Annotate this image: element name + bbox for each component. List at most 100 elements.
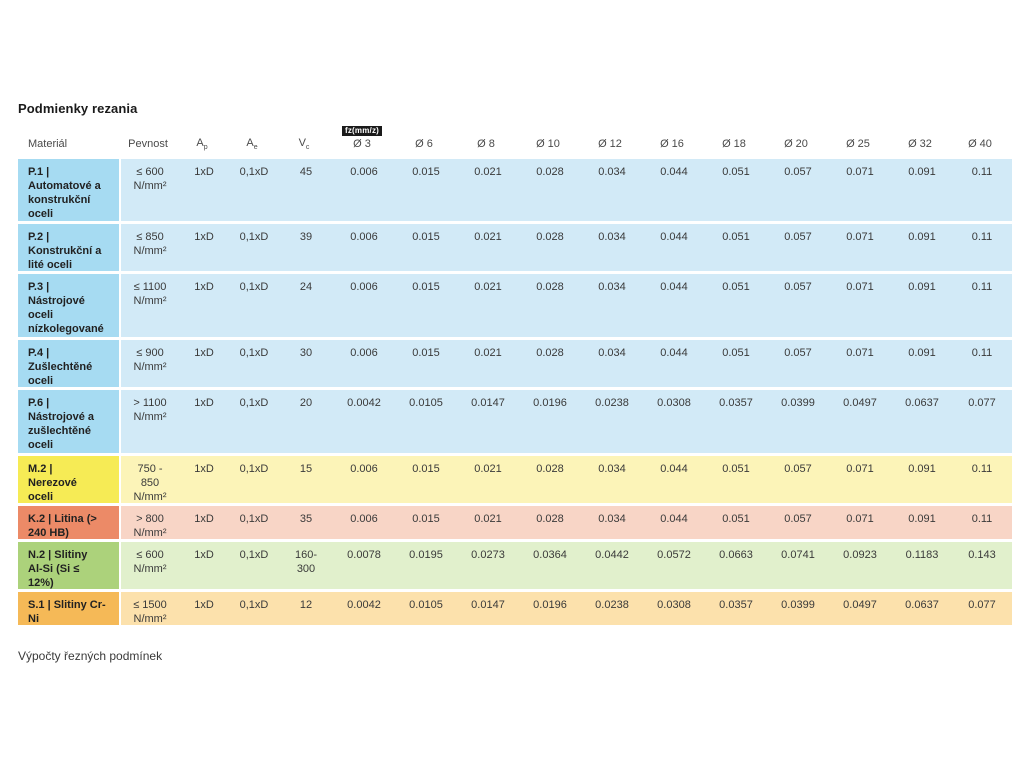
column-header-label: Ap [196,136,208,151]
column-header-label: Ø 20 [784,138,808,150]
feed-value-cell: 0.11 [971,463,993,475]
feed-value-cell: 0.077 [968,599,996,611]
feed-value-cell: 0.051 [722,463,750,475]
material-cell: S.1 | Slitiny Cr- Ni [18,592,119,625]
ap-cell: 1xD [194,166,214,178]
pevnost-cell: ≤ 850 N/mm² [133,231,167,257]
feed-value-cell: 0.044 [660,281,688,293]
feed-value-cell: 0.0273 [471,549,505,561]
feed-value-cell: 0.11 [971,513,993,525]
feed-value-cell: 0.0399 [781,599,815,611]
feed-value-cell: 0.044 [660,347,688,359]
ae-cell: 0,1xD [239,599,269,611]
feed-value-cell: 0.051 [722,281,750,293]
feed-value-cell: 0.057 [784,166,812,178]
feed-value-cell: 0.091 [908,231,936,243]
feed-value-cell: 0.11 [971,166,993,178]
material-cell: P.2 | Konstrukční a lité oceli [18,224,119,271]
column-header: Ø 12 [579,138,641,159]
feed-value-cell: 0.015 [412,281,440,293]
feed-value-cell: 0.021 [474,281,502,293]
column-header-label: Materiál [28,138,68,150]
ae-cell: 0,1xD [239,166,269,178]
feed-value-cell: 0.0497 [843,397,877,409]
cutting-conditions-table: Materiál Pevnost Ap Ae Vc fz(mm/z) Ø 3 Ø 6 Ø 8 Ø … [18,126,1012,625]
vc-cell: 39 [299,231,313,243]
table-row: P.2 | Konstrukční a lité oceli ≤ 850 N/mm… [18,224,1012,271]
feed-value-cell: 0.071 [846,281,874,293]
feed-value-cell: 0.0663 [719,549,753,561]
feed-value-cell: 0.021 [474,347,502,359]
pevnost-cell: ≤ 1100 N/mm² [133,281,167,307]
feed-value-cell: 0.051 [722,231,750,243]
table-row: P.6 | Nástrojové a zušlechtěné oceli > 11… [18,390,1012,453]
feed-value-cell: 0.021 [474,166,502,178]
feed-value-cell: 0.034 [598,347,626,359]
pevnost-cell: ≤ 600 N/mm² [133,166,167,192]
pevnost-cell: ≤ 1500 N/mm² [133,599,167,625]
feed-value-cell: 0.1183 [905,549,939,561]
vc-cell: 35 [299,513,313,525]
feed-value-cell: 0.091 [908,513,936,525]
vc-cell: 45 [299,166,313,178]
feed-value-cell: 0.071 [846,513,874,525]
column-header-label: Ø 40 [968,138,992,150]
ap-cell: 1xD [194,463,214,475]
feed-value-cell: 0.0042 [347,397,381,409]
table-row: P.4 | Zušlechtěné oceli ≤ 900 N/mm² 1xD 0,1… [18,340,1012,387]
feed-value-cell: 0.0147 [471,599,505,611]
feed-value-cell: 0.015 [412,513,440,525]
material-cell: K.2 | Litina (> 240 HB) [18,506,119,539]
column-header: Ø 16 [641,138,703,159]
footer-caption: Výpočty řezných podmínek [18,649,163,663]
material-cell: N.2 | Slitiny Al-Si (Si ≤ 12%) [18,542,119,589]
feed-value-cell: 0.0308 [657,397,691,409]
material-cell: P.3 | Nástrojové oceli nízkolegované [18,274,119,337]
feed-value-cell: 0.034 [598,231,626,243]
fz-unit-badge: fz(mm/z) [341,126,383,136]
ap-cell: 1xD [194,231,214,243]
page-title: Podmienky rezania [18,101,138,116]
feed-value-cell: 0.057 [784,231,812,243]
feed-value-cell: 0.051 [722,166,750,178]
column-header-label: Vc [298,136,310,151]
feed-value-cell: 0.0308 [657,599,691,611]
ap-cell: 1xD [194,281,214,293]
ae-cell: 0,1xD [239,397,269,409]
column-header: Ø 18 [703,138,765,159]
feed-value-cell: 0.091 [908,281,936,293]
row-values: > 800 N/mm² 1xD 0,1xD 35 0.006 0.015 0.021 0.02… [121,506,1012,539]
table-row: N.2 | Slitiny Al-Si (Si ≤ 12%) ≤ 600 N/mm… [18,542,1012,589]
feed-value-cell: 0.143 [968,549,996,561]
feed-value-cell: 0.11 [971,281,993,293]
ap-cell: 1xD [194,513,214,525]
column-header-label: Ø 8 [477,138,495,150]
feed-value-cell: 0.071 [846,347,874,359]
ap-cell: 1xD [194,599,214,611]
feed-value-cell: 0.028 [536,231,564,243]
feed-value-cell: 0.015 [412,231,440,243]
column-header: Pevnost [119,138,177,159]
feed-value-cell: 0.0497 [843,599,877,611]
vc-cell: 20 [299,397,313,409]
feed-value-cell: 0.0442 [595,549,629,561]
feed-value-cell: 0.057 [784,463,812,475]
pevnost-cell: > 800 N/mm² [133,513,167,539]
material-cell: P.4 | Zušlechtěné oceli [18,340,119,387]
row-values: 750 - 850 N/mm² 1xD 0,1xD 15 0.006 0.015 0.021… [121,456,1012,503]
column-header: fz(mm/z) Ø 3 [331,126,393,159]
row-values: ≤ 900 N/mm² 1xD 0,1xD 30 0.006 0.015 0.021 0.02… [121,340,1012,387]
feed-value-cell: 0.0238 [595,397,629,409]
column-header: Ap [177,137,227,159]
feed-value-cell: 0.077 [968,397,996,409]
feed-value-cell: 0.0196 [533,397,567,409]
column-header-label: Ae [246,136,258,151]
feed-value-cell: 0.0572 [657,549,691,561]
page: Podmienky rezania Materiál Pevnost Ap Ae Vc f… [18,101,1012,663]
column-header-label: Ø 3 [353,138,371,150]
row-values: ≤ 600 N/mm² 1xD 0,1xD 45 0.006 0.015 0.021 0.02… [121,159,1012,221]
column-header: Materiál [18,138,119,159]
feed-value-cell: 0.0195 [409,549,443,561]
feed-value-cell: 0.0196 [533,599,567,611]
row-values: ≤ 1500 N/mm² 1xD 0,1xD 12 0.0042 0.0105 0.0147… [121,592,1012,625]
